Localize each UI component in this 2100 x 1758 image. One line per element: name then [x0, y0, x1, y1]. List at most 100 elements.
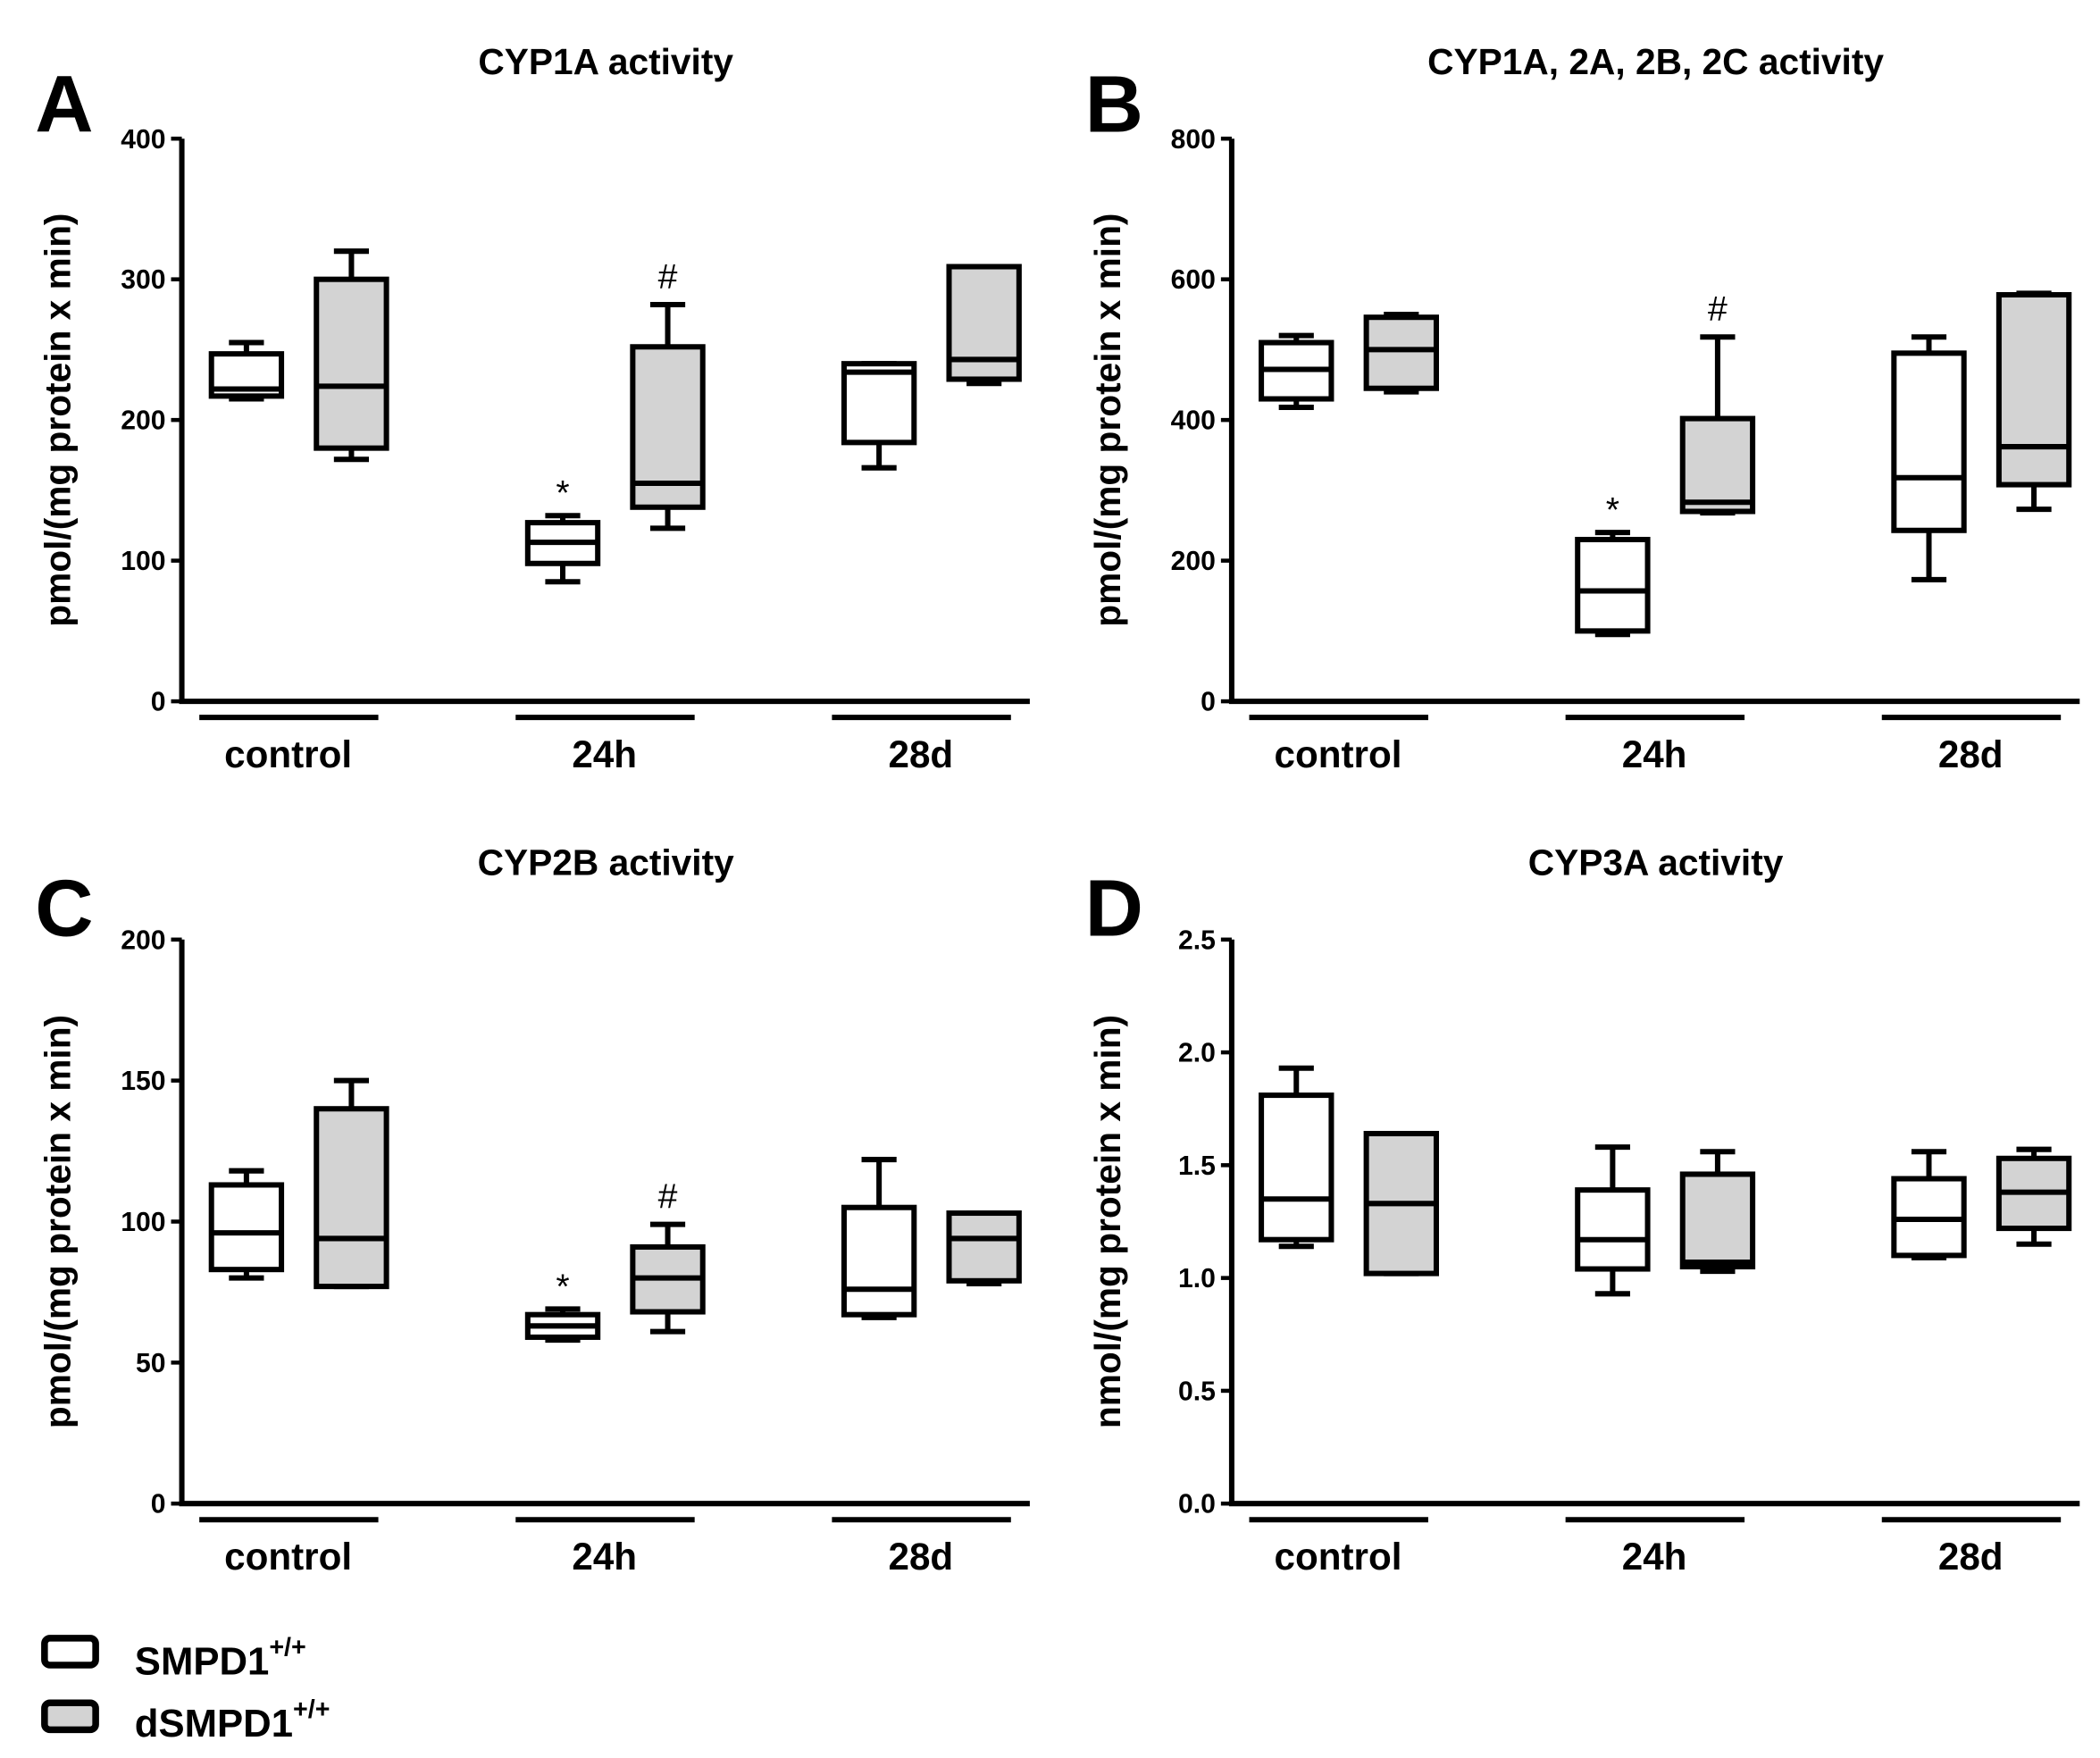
- y-tick-label: 0: [1201, 688, 1216, 717]
- box-dsmpd1-28d: [946, 264, 1022, 387]
- panel-letter: A: [35, 60, 93, 150]
- y-tick-label: 100: [121, 547, 165, 576]
- category-label: 24h: [572, 733, 637, 775]
- category-label: 24h: [572, 1536, 637, 1578]
- y-tick-label: 200: [121, 925, 165, 955]
- y-tick-label: 600: [1171, 265, 1216, 295]
- iqr-box: [841, 361, 917, 446]
- iqr-box: [1575, 1187, 1651, 1272]
- iqr-box: [1679, 415, 1756, 515]
- significance-marker: *: [1606, 491, 1619, 530]
- y-axis-label: pmol/(mg protein x min): [37, 1015, 78, 1428]
- legend-swatch-smpd1: [41, 1635, 99, 1669]
- iqr-box: [946, 264, 1022, 382]
- panel-letter: D: [1085, 863, 1143, 953]
- box-dsmpd1-control: [1363, 312, 1439, 395]
- chart-title: CYP2B activity: [478, 841, 734, 883]
- y-tick-label: 0: [151, 688, 166, 717]
- legend-label-dsmpd1: dSMPD1: [135, 1702, 293, 1745]
- panel-a: A CYP1A activity pmol/(mg protein x min) 0 1…: [35, 41, 1030, 775]
- category-label: control: [224, 733, 352, 775]
- significance-marker: *: [556, 474, 569, 513]
- category-label: 28d: [1938, 733, 2004, 775]
- box-smpd1-28d: [1891, 334, 1967, 582]
- panel-letter: C: [35, 863, 93, 953]
- significance-marker: #: [658, 1178, 678, 1217]
- legend: SMPD1+/+ dSMPD1+/+: [41, 1633, 330, 1745]
- box-smpd1-control: [208, 339, 285, 402]
- chart-title: CYP1A activity: [478, 41, 733, 82]
- box-dsmpd1-24h: [630, 302, 706, 532]
- panel-d: D CYP3A activity nmol/(mg protein x min) 0.…: [1085, 841, 2080, 1578]
- iqr-box: [841, 1204, 917, 1318]
- svg-text:SMPD1+/+: SMPD1+/+: [135, 1633, 306, 1683]
- svg-text:dSMPD1+/+: dSMPD1+/+: [135, 1695, 330, 1745]
- category-label: 28d: [888, 733, 953, 775]
- y-tick-label: 50: [136, 1349, 166, 1378]
- box-smpd1-28d: [1891, 1149, 1967, 1260]
- significance-marker: *: [556, 1268, 569, 1306]
- box-dsmpd1-28d: [1995, 290, 2072, 513]
- y-axis-label: pmol/(mg protein x min): [1087, 213, 1128, 627]
- y-tick-label: 0.0: [1178, 1490, 1216, 1519]
- category-label: control: [1274, 1536, 1401, 1578]
- y-tick-label: 150: [121, 1067, 165, 1096]
- y-tick-label: 400: [1171, 406, 1216, 436]
- iqr-box: [1575, 536, 1651, 634]
- box-smpd1-24h: [1575, 1144, 1651, 1297]
- significance-marker: #: [658, 258, 678, 297]
- y-tick-label: 100: [121, 1208, 165, 1237]
- iqr-box: [1259, 1092, 1334, 1243]
- y-tick-label: 2.5: [1178, 925, 1216, 955]
- box-smpd1-24h: [524, 513, 601, 585]
- box-dsmpd1-28d: [1995, 1146, 2072, 1247]
- panel-letter: B: [1085, 60, 1143, 150]
- category-label: control: [224, 1536, 352, 1578]
- iqr-box: [208, 1182, 285, 1273]
- box-dsmpd1-control: [314, 1077, 389, 1290]
- iqr-box: [314, 276, 389, 451]
- legend-sup-smpd1: +/+: [269, 1633, 305, 1662]
- box-smpd1-control: [1259, 1065, 1334, 1250]
- y-tick-label: 300: [121, 265, 165, 295]
- box-dsmpd1-24h: [1679, 334, 1756, 516]
- category-label: 28d: [888, 1536, 953, 1578]
- y-tick-label: 2.0: [1178, 1039, 1216, 1068]
- y-tick-label: 400: [121, 125, 165, 155]
- category-label: 28d: [1938, 1536, 2004, 1578]
- significance-marker: #: [1708, 290, 1728, 329]
- iqr-box: [314, 1106, 389, 1290]
- iqr-box: [946, 1210, 1022, 1284]
- box-smpd1-control: [1259, 332, 1334, 410]
- legend-sup-dsmpd1: +/+: [293, 1695, 330, 1724]
- box-smpd1-24h: [1575, 530, 1651, 638]
- box-dsmpd1-control: [314, 248, 389, 463]
- category-label: 24h: [1622, 733, 1687, 775]
- category-label: 24h: [1622, 1536, 1687, 1578]
- box-dsmpd1-28d: [946, 1210, 1022, 1286]
- y-axis-label: pmol/(mg protein x min): [37, 213, 78, 627]
- iqr-box: [1891, 350, 1967, 533]
- box-smpd1-28d: [841, 361, 917, 471]
- chart-title: CYP1A, 2A, 2B, 2C activity: [1427, 41, 1884, 82]
- panel-b: B CYP1A, 2A, 2B, 2C activity pmol/(mg prot…: [1085, 41, 2080, 775]
- iqr-box: [630, 344, 706, 510]
- box-smpd1-24h: [524, 1306, 601, 1344]
- iqr-box: [1995, 291, 2072, 488]
- y-tick-label: 200: [121, 406, 165, 436]
- category-label: control: [1274, 733, 1401, 775]
- y-tick-label: 1.5: [1178, 1151, 1216, 1181]
- legend-swatch-dsmpd1: [41, 1699, 99, 1734]
- y-tick-label: 800: [1171, 125, 1216, 155]
- y-tick-label: 0.5: [1178, 1377, 1216, 1406]
- y-tick-label: 200: [1171, 547, 1216, 576]
- chart-title: CYP3A activity: [1528, 841, 1784, 883]
- box-dsmpd1-24h: [1679, 1149, 1756, 1275]
- y-axis-label: nmol/(mg protein x min): [1087, 1015, 1128, 1428]
- box-smpd1-28d: [841, 1157, 917, 1320]
- legend-label-smpd1: SMPD1: [135, 1640, 270, 1684]
- panel-c: C CYP2B activity pmol/(mg protein x min) 0 5…: [35, 841, 1030, 1578]
- iqr-box: [1679, 1171, 1756, 1270]
- iqr-box: [1363, 314, 1439, 391]
